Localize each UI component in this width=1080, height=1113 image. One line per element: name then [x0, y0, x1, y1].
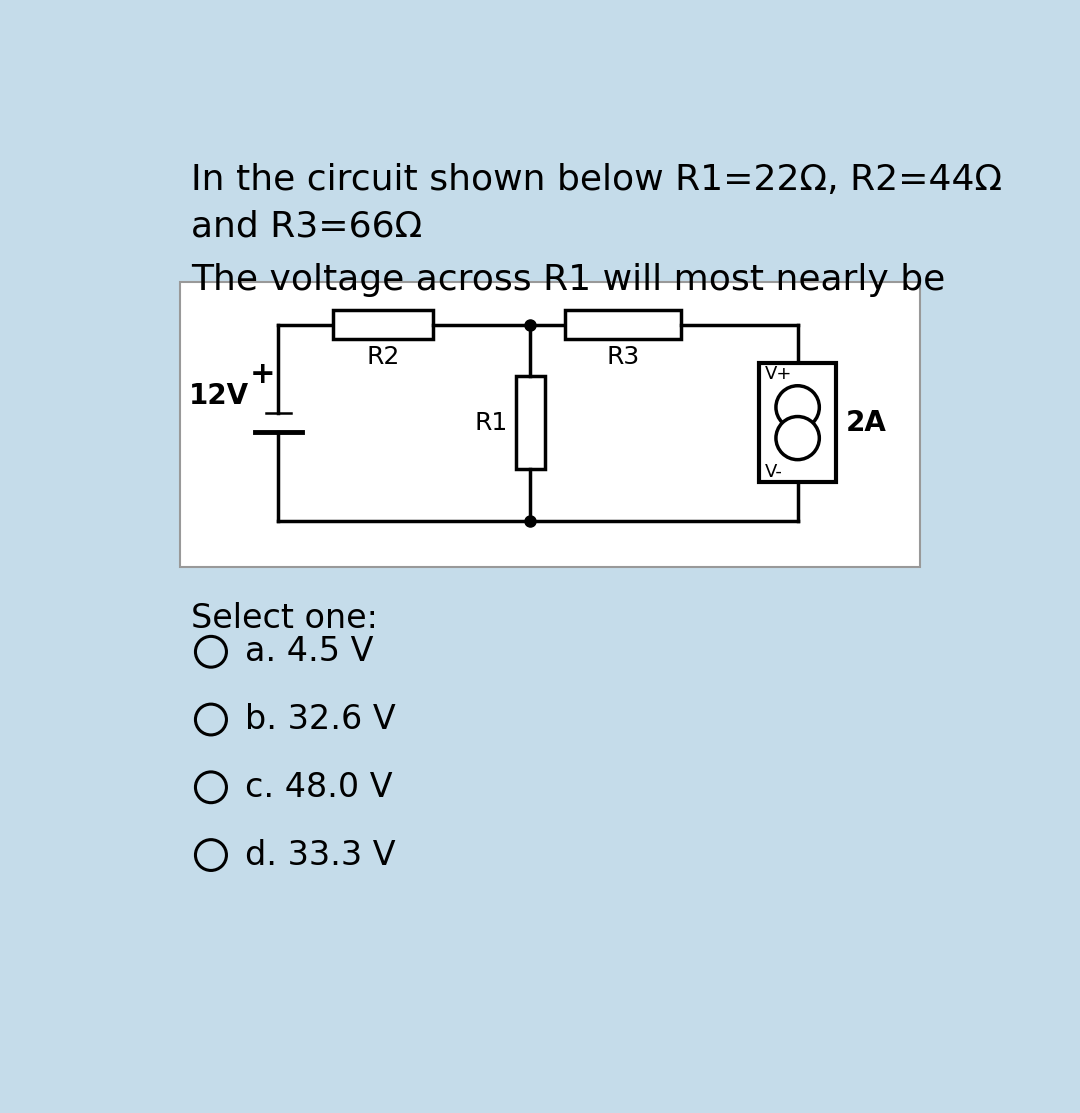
Circle shape	[195, 637, 227, 667]
Text: b. 32.6 V: b. 32.6 V	[245, 703, 395, 736]
Text: 2A: 2A	[846, 408, 887, 436]
Text: V+: V+	[765, 365, 793, 383]
Text: and R3=66Ω: and R3=66Ω	[191, 209, 422, 243]
Text: The voltage across R1 will most nearly be: The voltage across R1 will most nearly b…	[191, 263, 945, 297]
Circle shape	[775, 386, 820, 429]
Bar	[333, 309, 433, 339]
Circle shape	[195, 705, 227, 735]
Bar	[565, 309, 681, 339]
Text: R1: R1	[474, 411, 508, 435]
Text: +: +	[249, 361, 275, 390]
Text: V-: V-	[765, 463, 783, 481]
Circle shape	[775, 416, 820, 460]
Bar	[180, 283, 920, 567]
Text: R2: R2	[366, 345, 400, 370]
Circle shape	[195, 772, 227, 802]
Text: c. 48.0 V: c. 48.0 V	[245, 771, 393, 804]
Text: 12V: 12V	[189, 382, 248, 410]
Circle shape	[195, 839, 227, 870]
Text: a. 4.5 V: a. 4.5 V	[245, 636, 374, 668]
Text: Select one:: Select one:	[191, 602, 378, 634]
Bar	[515, 376, 545, 469]
Bar	[759, 363, 836, 482]
Text: d. 33.3 V: d. 33.3 V	[245, 838, 395, 871]
Text: In the circuit shown below R1=22Ω, R2=44Ω: In the circuit shown below R1=22Ω, R2=44…	[191, 162, 1002, 197]
Text: R3: R3	[607, 345, 639, 370]
